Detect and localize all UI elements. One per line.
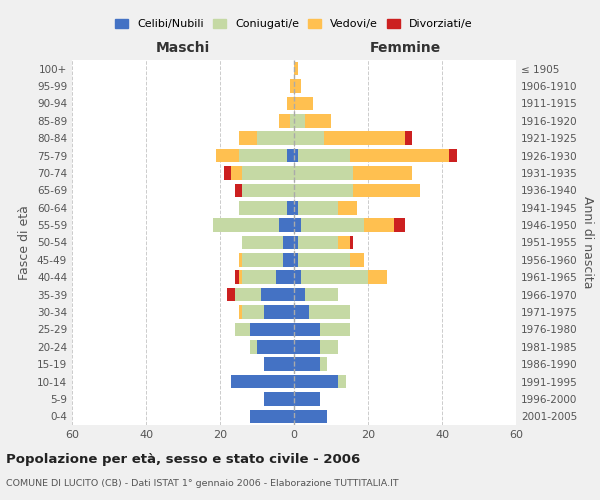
Bar (294, 392, 320, 406)
Y-axis label: Anni di nascita: Anni di nascita (581, 196, 594, 289)
Bar (294, 166, 353, 180)
Bar (242, 166, 294, 180)
Bar (294, 96, 313, 110)
Bar (239, 305, 242, 319)
Bar (298, 201, 338, 214)
Bar (260, 288, 294, 302)
Bar (394, 218, 405, 232)
Bar (290, 80, 294, 93)
Bar (298, 149, 349, 162)
Bar (235, 184, 242, 197)
Bar (279, 218, 294, 232)
Bar (294, 114, 305, 128)
Bar (250, 410, 294, 423)
Bar (449, 149, 457, 162)
Bar (294, 80, 301, 93)
Bar (353, 184, 420, 197)
Bar (231, 166, 242, 180)
Bar (212, 218, 279, 232)
Bar (242, 305, 265, 319)
Bar (250, 340, 257, 353)
Bar (287, 96, 294, 110)
Bar (242, 236, 283, 250)
Bar (257, 132, 294, 145)
Bar (235, 288, 260, 302)
Bar (239, 149, 287, 162)
Bar (265, 392, 294, 406)
Bar (309, 305, 349, 319)
Bar (294, 218, 301, 232)
Bar (287, 149, 294, 162)
Bar (250, 322, 294, 336)
Bar (298, 236, 338, 250)
Bar (294, 132, 323, 145)
Bar (265, 358, 294, 371)
Bar (298, 253, 349, 266)
Bar (239, 132, 257, 145)
Text: Maschi: Maschi (156, 41, 210, 55)
Bar (235, 270, 239, 284)
Bar (294, 340, 320, 353)
Bar (287, 201, 294, 214)
Bar (305, 114, 331, 128)
Bar (294, 236, 298, 250)
Text: Popolazione per età, sesso e stato civile - 2006: Popolazione per età, sesso e stato civil… (6, 452, 360, 466)
Text: Femmine: Femmine (370, 41, 440, 55)
Legend: Celibi/Nubili, Coniugati/e, Vedovi/e, Divorziati/e: Celibi/Nubili, Coniugati/e, Vedovi/e, Di… (111, 14, 477, 34)
Bar (301, 270, 368, 284)
Bar (320, 322, 349, 336)
Bar (294, 62, 298, 76)
Bar (320, 340, 338, 353)
Bar (405, 132, 412, 145)
Bar (323, 132, 405, 145)
Bar (242, 270, 275, 284)
Bar (275, 270, 294, 284)
Bar (294, 410, 328, 423)
Bar (294, 184, 353, 197)
Bar (353, 166, 412, 180)
Bar (349, 236, 353, 250)
Bar (294, 201, 298, 214)
Bar (364, 218, 394, 232)
Bar (290, 114, 294, 128)
Bar (257, 340, 294, 353)
Bar (368, 270, 386, 284)
Bar (231, 375, 294, 388)
Bar (349, 149, 449, 162)
Bar (279, 114, 290, 128)
Bar (294, 375, 338, 388)
Bar (320, 358, 328, 371)
Bar (338, 236, 349, 250)
Bar (294, 288, 305, 302)
Bar (235, 322, 250, 336)
Bar (301, 218, 364, 232)
Bar (294, 149, 298, 162)
Bar (294, 253, 298, 266)
Bar (239, 253, 242, 266)
Bar (239, 201, 287, 214)
Y-axis label: Fasce di età: Fasce di età (19, 205, 31, 280)
Text: COMUNE DI LUCITO (CB) - Dati ISTAT 1° gennaio 2006 - Elaborazione TUTTITALIA.IT: COMUNE DI LUCITO (CB) - Dati ISTAT 1° ge… (6, 479, 398, 488)
Bar (294, 358, 320, 371)
Bar (227, 288, 235, 302)
Bar (338, 201, 357, 214)
Bar (239, 270, 242, 284)
Bar (242, 184, 294, 197)
Bar (294, 322, 320, 336)
Bar (242, 253, 283, 266)
Bar (349, 253, 364, 266)
Bar (294, 270, 301, 284)
Bar (217, 149, 239, 162)
Bar (294, 305, 309, 319)
Bar (265, 305, 294, 319)
Bar (305, 288, 338, 302)
Bar (283, 236, 294, 250)
Bar (224, 166, 231, 180)
Bar (283, 253, 294, 266)
Bar (338, 375, 346, 388)
